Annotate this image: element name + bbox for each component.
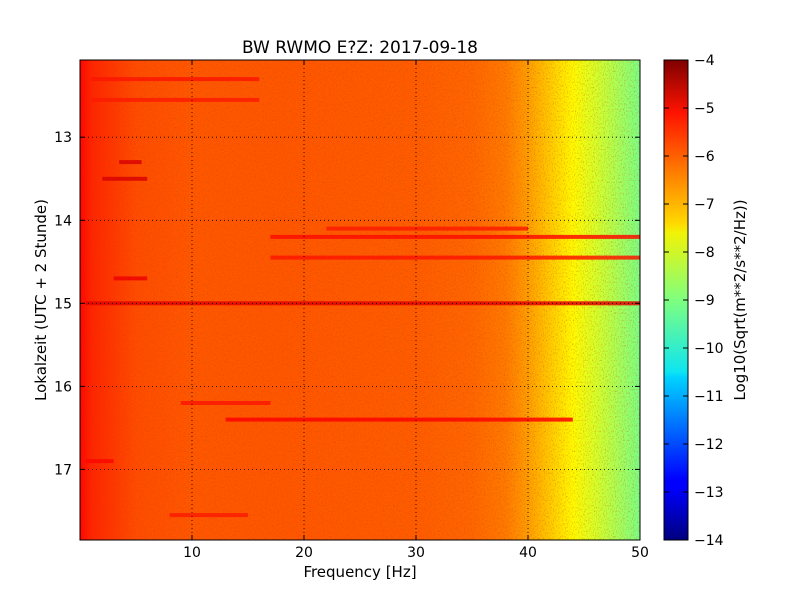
plot-area	[80, 60, 640, 540]
colorbar-tick-label: −4	[694, 53, 715, 69]
chart-title: BW RWMO E?Z: 2017-09-18	[242, 38, 478, 58]
x-axis-label: Frequency [Hz]	[303, 563, 416, 581]
x-tick-label: 40	[519, 545, 537, 561]
colorbar-tick-label: −9	[694, 293, 715, 309]
noise-texture	[80, 60, 640, 540]
grid	[80, 60, 640, 540]
y-tick-label: 13	[54, 130, 72, 146]
x-axis: 10 20 30 40 50	[183, 60, 649, 561]
x-tick-label: 20	[295, 545, 313, 561]
colorbar: −4 −5 −6 −7 −8 −9 −10 −11 −12 −13 −14	[663, 53, 724, 549]
x-tick-label: 30	[407, 545, 425, 561]
colorbar-tick-label: −11	[694, 389, 724, 405]
colorbar-label: Log10(Sqrt(m**2/s**2/Hz))	[731, 199, 749, 400]
colorbar-tick-label: −8	[694, 245, 715, 261]
colorbar-tick-label: −10	[694, 341, 724, 357]
colorbar-ticks: −4 −5 −6 −7 −8 −9 −10 −11 −12 −13 −14	[664, 53, 724, 549]
colorbar-tick-label: −7	[694, 197, 715, 213]
x-tick-label: 50	[631, 545, 649, 561]
x-tick-label: 10	[183, 545, 201, 561]
colorbar-tick-label: −13	[694, 485, 724, 501]
colorbar-tick-label: −12	[694, 437, 724, 453]
y-tick-label: 17	[54, 462, 72, 478]
colorbar-tick-label: −5	[694, 101, 715, 117]
colorbar-tick-label: −6	[694, 149, 715, 165]
colorbar-tick-label: −14	[694, 533, 724, 549]
y-axis-label: Lokalzeit (UTC + 2 Stunde)	[32, 199, 50, 401]
y-tick-label: 14	[54, 213, 72, 229]
y-tick-label: 15	[54, 296, 72, 312]
y-tick-label: 16	[54, 379, 72, 395]
plot-frame	[79, 59, 641, 541]
y-axis: 13 14 15 16 17	[54, 130, 640, 478]
